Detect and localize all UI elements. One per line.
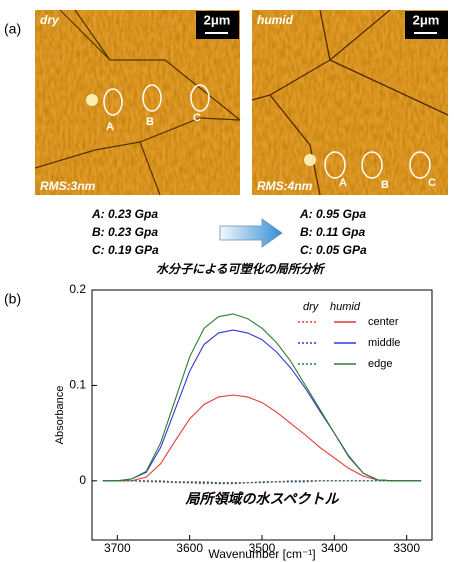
x-tick-label: 3700 — [104, 541, 131, 555]
result: A: 0.95 Gpa — [299, 207, 366, 221]
point-label: C — [428, 177, 436, 189]
point-label: B — [381, 179, 389, 191]
condition-label: dry — [40, 13, 60, 27]
panel-label: (b) — [4, 291, 21, 307]
scale-label: 2μm — [413, 12, 440, 27]
point-label: A — [339, 177, 347, 189]
result: C: 0.19 GPa — [92, 243, 159, 257]
point-label: C — [193, 112, 201, 124]
scale-label: 2μm — [204, 12, 231, 27]
panel-label: (a) — [4, 21, 21, 37]
legend-label: middle — [368, 337, 400, 349]
result: C: 0.05 GPa — [300, 243, 367, 257]
x-tick-label: 3500 — [249, 541, 276, 555]
annotation: 局所領域の水スペクトル — [184, 491, 339, 507]
legend-header: humid — [330, 301, 361, 313]
legend-label: center — [368, 316, 399, 328]
point-label: A — [106, 121, 114, 133]
spectrum-line — [103, 395, 421, 481]
y-axis-label: Absorbance — [54, 386, 66, 445]
rms-label: RMS:4nm — [257, 179, 313, 193]
result: A: 0.23 Gpa — [91, 207, 158, 221]
x-tick-label: 3400 — [321, 541, 348, 555]
spectrum-line — [103, 481, 421, 483]
afm-image-dry: A B C dry 2μm RMS:3nm — [35, 10, 240, 195]
arrow — [220, 219, 282, 247]
spectrum-line — [103, 330, 421, 481]
x-tick-label: 3300 — [393, 541, 420, 555]
rms-label: RMS:3nm — [40, 179, 96, 193]
condition-label: humid — [257, 13, 294, 27]
spectrum-line — [103, 481, 421, 484]
y-tick-label: 0.2 — [69, 282, 86, 296]
y-tick-label: 0.1 — [69, 378, 86, 392]
afm-image-humid: A B C humid 2μm RMS:4nm — [252, 10, 448, 195]
legend-label: edge — [368, 358, 392, 370]
result: B: 0.23 Gpa — [92, 225, 158, 239]
result: B: 0.11 Gpa — [300, 225, 365, 239]
x-tick-label: 3600 — [176, 541, 203, 555]
figure: (a) A B C dry 2μm RMS:3nm A B C humid 2μ… — [0, 0, 454, 562]
caption: 水分子による可塑化の局所分析 — [156, 262, 326, 276]
spectrum-line — [103, 481, 421, 484]
point-label: B — [146, 116, 154, 128]
y-tick-label: 0 — [79, 473, 86, 487]
legend-header: dry — [303, 301, 320, 313]
